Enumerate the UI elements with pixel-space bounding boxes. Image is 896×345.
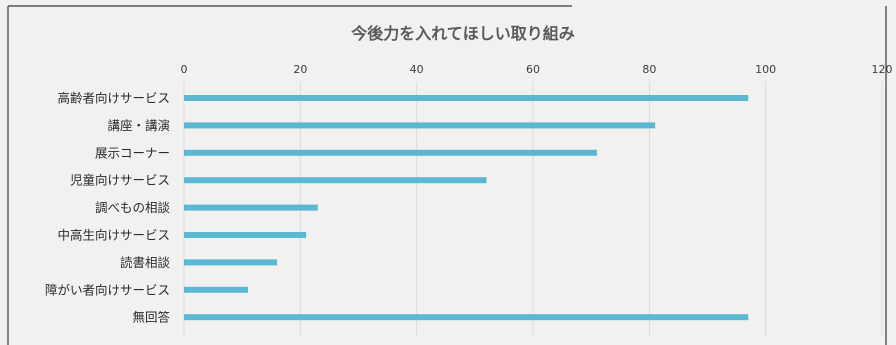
x-tick-label: 0 — [181, 63, 188, 76]
chart-title: 今後力を入れてほしい取り組み — [350, 24, 575, 43]
category-label: 調べもの相談 — [95, 200, 171, 215]
x-tick-label: 60 — [526, 63, 540, 76]
x-tick-label: 20 — [293, 63, 307, 76]
category-label: 読書相談 — [120, 255, 171, 270]
category-label: 高齢者向けサービス — [57, 91, 170, 106]
category-label: 障がい者向けサービス — [45, 282, 170, 297]
category-label: 展示コーナー — [95, 145, 170, 160]
bar — [184, 204, 318, 211]
category-label: 中高生向けサービス — [57, 228, 170, 243]
x-tick-label: 120 — [872, 63, 893, 76]
bar — [184, 314, 749, 321]
bar — [184, 122, 656, 129]
x-tick-label: 80 — [642, 63, 656, 76]
category-label: 講座・講演 — [107, 118, 170, 133]
x-tick-label: 40 — [410, 63, 424, 76]
bar — [184, 177, 487, 184]
x-axis-tick-labels: 0 20 40 60 80 100 120 — [181, 63, 893, 76]
bar — [184, 259, 278, 266]
category-label: 無回答 — [132, 310, 170, 325]
x-tick-label: 100 — [755, 63, 776, 76]
category-label: 児童向けサービス — [70, 173, 170, 188]
bar — [184, 286, 248, 293]
category-labels: 高齢者向けサービス講座・講演展示コーナー児童向けサービス調べもの相談中高生向けサ… — [45, 91, 171, 325]
bar — [184, 149, 597, 156]
bars — [184, 95, 749, 321]
bar — [184, 232, 307, 238]
bar — [184, 95, 749, 101]
